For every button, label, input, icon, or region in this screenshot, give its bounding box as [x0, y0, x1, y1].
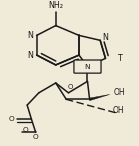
Text: O: O: [68, 84, 73, 90]
FancyBboxPatch shape: [74, 60, 101, 73]
Text: N: N: [103, 33, 108, 42]
Text: NH₂: NH₂: [48, 1, 63, 10]
Text: N: N: [85, 64, 90, 70]
Text: O: O: [33, 134, 39, 140]
Text: N: N: [27, 31, 33, 40]
Text: O: O: [8, 116, 14, 122]
Text: OH: OH: [113, 106, 125, 115]
Text: T: T: [117, 54, 122, 63]
Text: N: N: [27, 51, 33, 60]
Text: O: O: [22, 127, 28, 133]
Polygon shape: [90, 94, 110, 101]
Text: OH: OH: [114, 88, 126, 97]
